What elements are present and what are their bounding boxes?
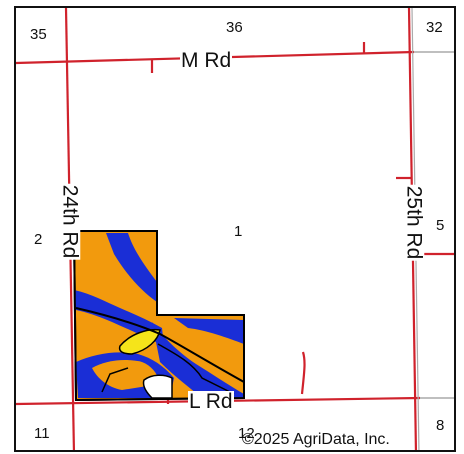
section-number-8: 8 — [436, 417, 445, 434]
section-number-12: 12 — [238, 425, 255, 442]
field-polygon — [72, 230, 245, 402]
soil-zone-blue-4 — [174, 318, 244, 344]
road-label-24th-rd: 24th Rd — [58, 183, 82, 260]
road-label-m-rd: M Rd — [180, 49, 233, 72]
section-number-11: 11 — [34, 425, 50, 442]
section-number-35: 35 — [30, 26, 47, 43]
drainage-line-3 — [101, 367, 129, 393]
section-number-1: 1 — [234, 223, 243, 240]
short-road — [300, 351, 306, 395]
section-number-36: 36 — [226, 19, 243, 36]
section-number-32: 32 — [426, 19, 443, 36]
section-number-2: 2 — [34, 231, 43, 248]
soil-zone-blue-3 — [152, 322, 244, 398]
soil-zone-blue-1 — [106, 233, 157, 302]
drainage-line — [75, 307, 245, 383]
road-label-l-rd: L Rd — [188, 390, 234, 413]
map-frame: 35 36 32 2 1 5 11 12 8 M Rd L Rd 24th Rd… — [14, 6, 456, 452]
soil-zone-yellow — [118, 328, 161, 355]
drainage-line-2 — [157, 343, 235, 395]
field-outline — [72, 230, 245, 402]
road-label-25th-rd: 25th Rd — [402, 184, 426, 261]
map-canvas — [16, 8, 454, 450]
section-number-5: 5 — [436, 217, 445, 234]
copyright-text: ©2025 AgriData, Inc. — [242, 431, 390, 448]
